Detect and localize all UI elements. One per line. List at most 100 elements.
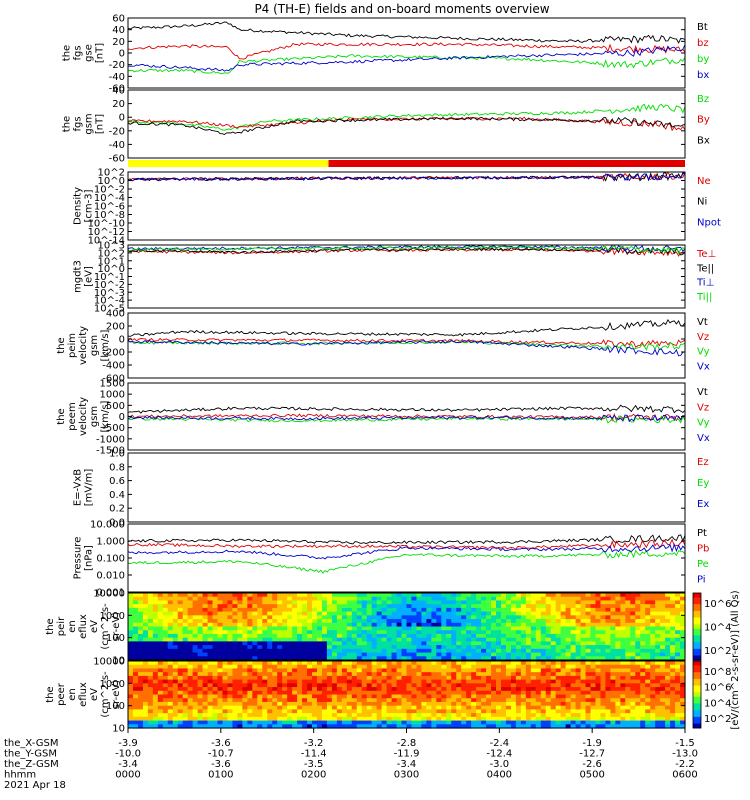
heatmap-cell	[625, 596, 631, 602]
heatmap-cell	[247, 668, 253, 673]
heatmap-cell	[167, 637, 174, 642]
heatmap-cell	[620, 652, 626, 657]
y-tick-label: 1000	[100, 679, 125, 690]
heatmap-cell	[396, 661, 403, 666]
heatmap-cell	[456, 661, 462, 666]
heatmap-cells	[128, 661, 686, 729]
heatmap-cell	[227, 633, 234, 639]
heatmap-cell	[500, 690, 507, 696]
heatmap-cell	[386, 637, 393, 642]
heatmap-cell	[491, 622, 497, 628]
heatmap-cell	[142, 720, 149, 725]
heatmap-cell	[172, 701, 179, 707]
heatmap-cell	[232, 633, 239, 639]
heatmap-cell	[545, 713, 552, 718]
heatmap-cell	[560, 626, 567, 631]
heatmap-cell	[466, 716, 472, 722]
heatmap-cell	[252, 633, 258, 639]
heatmap-cell	[177, 656, 184, 661]
heatmap-cell	[605, 619, 611, 624]
heatmap-cell	[655, 619, 661, 624]
heatmap-cell	[595, 716, 602, 722]
heatmap-cell	[466, 596, 472, 602]
heatmap-cell	[316, 668, 323, 673]
heatmap-cell	[302, 637, 308, 642]
heatmap-cell	[525, 652, 532, 657]
heatmap-cell	[351, 683, 358, 688]
heatmap-cell	[346, 672, 353, 677]
heatmap-cell	[182, 664, 189, 670]
heatmap-cell	[292, 679, 298, 684]
heatmap-cell	[232, 604, 239, 609]
heatmap-cell	[192, 690, 199, 696]
heatmap-cell	[665, 690, 671, 696]
heatmap-cell	[242, 619, 248, 624]
heatmap-cell	[560, 679, 567, 684]
heatmap-cell	[441, 690, 447, 696]
heatmap-cell	[132, 690, 139, 696]
heatmap-cell	[600, 687, 607, 692]
heatmap-cell	[242, 661, 248, 666]
colorbar-step	[693, 694, 701, 698]
heatmap-cell	[162, 675, 169, 681]
heatmap-cell	[222, 724, 229, 729]
heatmap-cell	[252, 619, 258, 624]
heatmap-cell	[496, 664, 502, 670]
heatmap-cell	[476, 633, 482, 639]
heatmap-cell	[431, 645, 437, 650]
heatmap-cell	[371, 720, 378, 725]
heatmap-cell	[565, 694, 572, 699]
heatmap-cell	[346, 633, 353, 639]
heatmap-cell	[132, 604, 139, 609]
heatmap-cell	[466, 656, 472, 661]
heatmap-cell	[137, 656, 144, 661]
heatmap-cell	[391, 645, 398, 650]
heatmap-cell	[625, 615, 631, 620]
heatmap-cell	[491, 661, 497, 666]
heatmap-cell	[128, 604, 134, 609]
heatmap-cell	[421, 724, 427, 729]
heatmap-cell	[496, 622, 502, 628]
heatmap-cell	[157, 607, 164, 613]
heatmap-cell	[252, 683, 258, 688]
heatmap-cell	[142, 611, 149, 616]
heatmap-cell	[655, 633, 661, 639]
heatmap-cell	[585, 604, 592, 609]
heatmap-cell	[411, 596, 418, 602]
heatmap-cell	[540, 713, 547, 718]
heatmap-cell	[242, 607, 248, 613]
heatmap-cell	[491, 672, 497, 677]
heatmap-cell	[157, 683, 164, 688]
heatmap-cell	[441, 694, 447, 699]
heatmap-cell	[570, 698, 577, 703]
heatmap-cell	[401, 626, 408, 631]
heatmap-cell	[157, 687, 164, 692]
heatmap-cell	[471, 622, 477, 628]
heatmap-cell	[675, 626, 681, 631]
heatmap-cell	[590, 716, 597, 722]
heatmap-cell	[376, 630, 383, 635]
heatmap-cell	[341, 611, 348, 616]
legend-entry: Te||	[696, 263, 714, 274]
heatmap-cell	[192, 622, 199, 628]
heatmap-cell	[535, 705, 542, 710]
heatmap-cell	[431, 600, 437, 605]
heatmap-cell	[620, 709, 626, 714]
heatmap-cell	[132, 630, 139, 635]
heatmap-cell	[192, 596, 199, 602]
heatmap-cell	[600, 611, 607, 616]
y-label-line: E=-VxB	[73, 469, 84, 506]
heatmap-cell	[361, 596, 368, 602]
heatmap-cell	[600, 720, 607, 725]
heatmap-cell	[660, 679, 666, 684]
heatmap-cell	[128, 607, 134, 613]
heatmap-cell	[307, 604, 313, 609]
heatmap-cell	[600, 705, 607, 710]
chart-title: P4 (TH-E) fields and on-board moments ov…	[254, 2, 549, 16]
heatmap-cell	[535, 615, 542, 620]
heatmap-cell	[217, 630, 224, 635]
heatmap-cell	[376, 690, 383, 696]
legend-entry: bx	[697, 70, 709, 81]
heatmap-cell	[496, 701, 502, 707]
heatmap-cell	[331, 701, 338, 707]
